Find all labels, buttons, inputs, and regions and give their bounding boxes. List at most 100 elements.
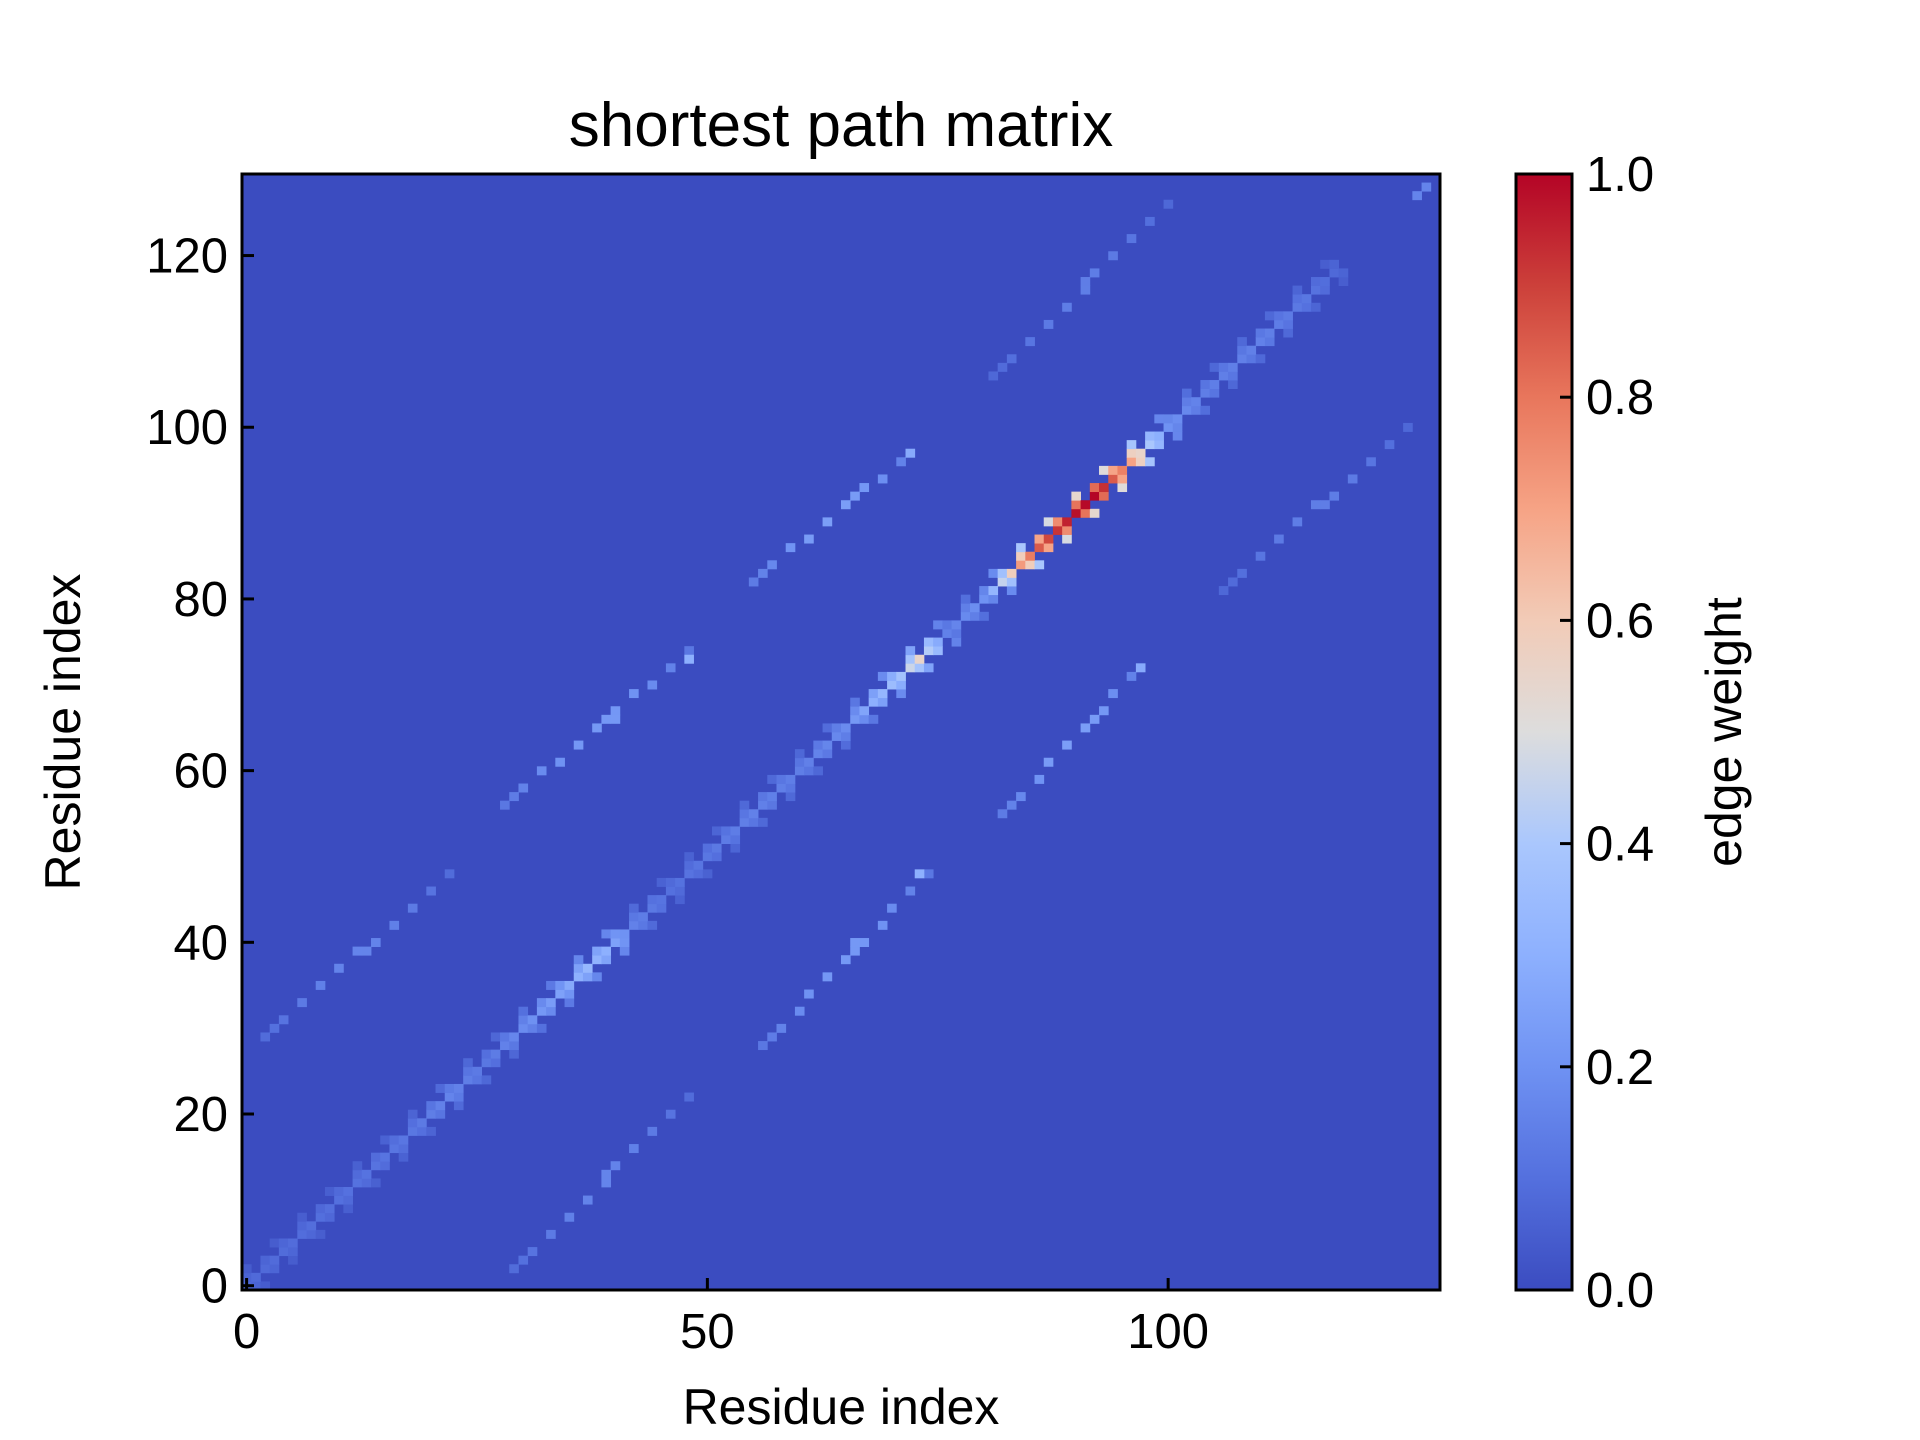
heatmap-cell: [629, 903, 639, 913]
heatmap-cell: [1218, 371, 1229, 381]
heatmap-cell: [804, 989, 814, 999]
heatmap-cell: [1006, 568, 1017, 578]
heatmap-cell: [868, 689, 879, 699]
heatmap-cell: [776, 774, 787, 784]
heatmap-cell: [1209, 380, 1220, 390]
heatmap-cell: [1016, 551, 1026, 561]
heatmap-cell: [1329, 491, 1340, 501]
heatmap-cell: [509, 1032, 519, 1042]
heatmap-cell: [242, 1264, 252, 1274]
plot-frame: [240, 172, 1442, 1292]
heatmap-cell: [1163, 422, 1174, 432]
colorbar-ticks: 0.0 0.2 0.4 0.6 0.8 1.0: [1560, 148, 1654, 1318]
heatmap-cell: [426, 1101, 436, 1111]
heatmap-cell: [536, 1023, 547, 1033]
heatmap-cell: [1126, 457, 1137, 467]
heatmap-cell: [923, 637, 934, 647]
heatmap-cell: [1283, 311, 1293, 321]
heatmap-cell: [933, 620, 943, 630]
y-axis: 0 20 40 60 80 100 120: [146, 230, 254, 1314]
heatmap-cell: [1163, 199, 1174, 209]
heatmap-cell: [905, 663, 916, 673]
heatmap-cell: [739, 817, 750, 827]
heatmap-cell: [500, 800, 510, 810]
heatmap-cell: [334, 1195, 344, 1205]
heatmap-cell: [1145, 457, 1155, 467]
heatmap-cell: [665, 886, 676, 896]
heatmap-cell: [1181, 397, 1192, 407]
heatmap-cell: [472, 1066, 482, 1076]
heatmap-cell: [1200, 380, 1211, 390]
y-tick-label: 40: [173, 916, 228, 970]
heatmap-cell: [1320, 500, 1330, 510]
heatmap-cell: [951, 628, 962, 638]
heatmap-cell: [1135, 457, 1146, 467]
heatmap-cell: [629, 912, 639, 922]
heatmap-cell: [767, 800, 777, 810]
heatmap-cell: [610, 938, 621, 948]
heatmap-cell: [278, 1238, 289, 1248]
heatmap-cell: [758, 1041, 768, 1051]
heatmap-cell: [1052, 525, 1063, 535]
heatmap-cell: [933, 637, 943, 647]
heatmap-cell: [490, 1058, 501, 1068]
heatmap-cell: [684, 869, 694, 879]
heatmap-cell: [509, 1049, 519, 1059]
heatmap-cell: [582, 972, 593, 982]
heatmap-cell: [619, 938, 630, 948]
heatmap-cell: [730, 826, 741, 836]
heatmap-cell: [288, 1255, 298, 1265]
x-axis-label: Residue index: [683, 1379, 1000, 1435]
heatmap-cell: [711, 826, 722, 836]
heatmap-cell: [960, 594, 971, 604]
heatmap-cell: [850, 938, 860, 948]
heatmap-cell: [1099, 465, 1109, 475]
heatmap-cell: [518, 1015, 529, 1025]
heatmap-cell: [463, 1066, 473, 1076]
heatmap-cell: [269, 1264, 280, 1274]
heatmap-cell: [1006, 800, 1017, 810]
heatmap-cell: [269, 1238, 280, 1248]
heatmap-cell: [1329, 268, 1340, 278]
heatmap-cell: [1237, 354, 1247, 364]
heatmap-cell: [527, 1015, 538, 1025]
heatmap-cell: [1209, 362, 1220, 372]
heatmap-cell: [555, 980, 565, 990]
heatmap-cell: [1071, 491, 1081, 501]
heatmap-cell: [1237, 337, 1247, 347]
y-tick-label: 80: [173, 573, 228, 627]
heatmap-cell: [527, 1247, 538, 1257]
heatmap-cell: [1292, 294, 1303, 304]
y-axis-label: Residue index: [35, 574, 91, 891]
heatmap-cell: [407, 1109, 418, 1119]
heatmap-cell: [960, 603, 971, 613]
heatmap-cell: [546, 1006, 556, 1016]
heatmap-cell: [380, 1135, 390, 1145]
heatmap-cell: [371, 1178, 381, 1188]
heatmap-cell: [592, 723, 602, 733]
heatmap-cell: [1255, 551, 1266, 561]
heatmap-cell: [324, 1212, 335, 1222]
heatmap-cell: [1135, 663, 1146, 673]
heatmap-cell: [573, 972, 584, 982]
heatmap-cell: [592, 955, 602, 965]
heatmap-cell: [730, 835, 741, 844]
heatmap-cell: [444, 869, 455, 879]
heatmap-cell: [1080, 277, 1091, 286]
heatmap-cell: [1412, 191, 1422, 201]
heatmap-cell: [1320, 285, 1330, 295]
heatmap-cell: [398, 1152, 409, 1162]
heatmap-cell: [1034, 543, 1045, 553]
heatmap-cell: [877, 671, 888, 681]
heatmap-cell: [656, 903, 667, 913]
heatmap-cell: [1043, 543, 1054, 553]
heatmap-cell: [1163, 414, 1174, 424]
heatmap-cell: [629, 1144, 639, 1154]
heatmap-cell: [453, 1083, 464, 1093]
heatmap-cell: [665, 877, 676, 887]
heatmap-cell: [1126, 234, 1137, 244]
heatmap-cell: [306, 1221, 317, 1231]
heatmap-cell: [500, 1032, 510, 1042]
heatmap-cell: [656, 877, 667, 887]
heatmap-cell: [1135, 448, 1146, 458]
